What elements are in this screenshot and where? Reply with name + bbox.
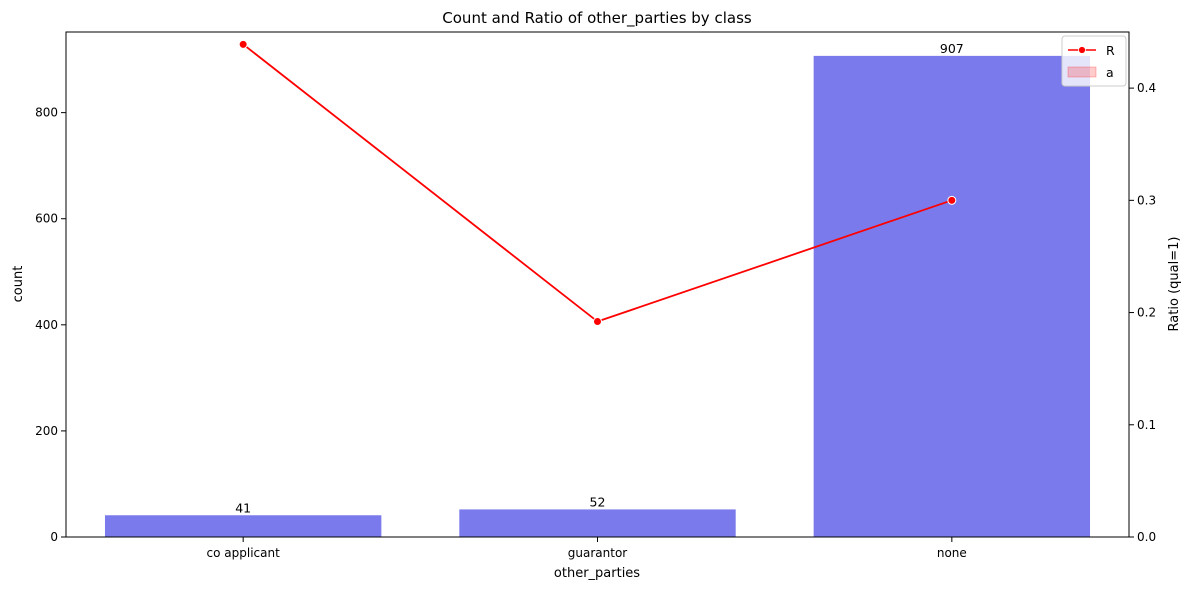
right-tick-label: 0.0 [1137,530,1156,544]
left-axis-ticks: 0 200 400 600 800 [35,106,66,544]
x-tick-label: guarantor [568,546,628,560]
right-tick-label: 0.3 [1137,193,1156,207]
x-axis-label: other_parties [554,566,640,581]
right-tick-label: 0.2 [1137,306,1156,320]
legend-entry-r: R [1106,43,1115,58]
bar-data-label: 41 [235,500,251,515]
bar-data-label: 907 [940,41,964,56]
bar-data-label: 52 [590,494,606,509]
right-tick-label: 0.4 [1137,81,1156,95]
ratio-point [947,195,957,205]
ratio-point [593,317,602,327]
ratio-line-layer [238,39,957,327]
x-axis-ticks: co applicant guarantor none [207,537,967,560]
ratio-point [238,39,248,49]
x-tick-label: none [937,546,967,560]
bar-none [813,55,1091,538]
legend-patch-swatch [1067,66,1097,78]
chart-title: Count and Ratio of other_parties by clas… [442,9,752,28]
legend: R a [1061,35,1127,87]
left-tick-label: 0 [50,530,58,544]
bar-guarantor [459,509,736,537]
left-tick-label: 800 [35,106,58,120]
right-tick-label: 0.1 [1137,418,1156,432]
left-tick-label: 600 [35,212,58,226]
legend-box [1061,35,1127,87]
left-tick-label: 200 [35,424,58,438]
x-tick-label: co applicant [207,546,281,560]
bar-co-applicant [104,515,382,537]
right-axis-ticks: 0.0 0.1 0.2 0.3 0.4 [1129,81,1156,544]
legend-marker-swatch [1078,46,1086,54]
bars-layer [104,55,1091,538]
left-axis-label: count [11,266,26,303]
bar-labels-layer: 41 52 907 [235,41,964,515]
legend-entry-a: a [1106,65,1114,80]
left-tick-label: 400 [35,318,58,332]
right-axis-label: Ratio (qual=1) [1167,237,1182,332]
